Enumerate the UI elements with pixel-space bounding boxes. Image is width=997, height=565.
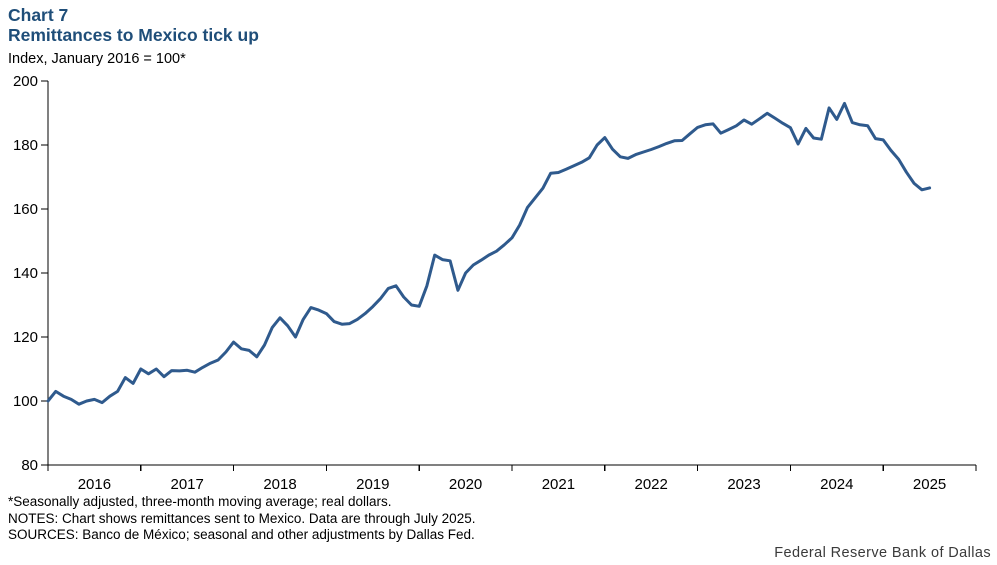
y-tick-label: 160	[13, 201, 38, 218]
x-axis: 2016 2017 2018 2019 2020 2021 2022 2023 2024 2025	[47, 465, 977, 493]
x-tick-label: 2023	[727, 476, 760, 493]
x-tick-label: 2024	[820, 476, 853, 493]
x-tick-label: 2025	[913, 476, 946, 493]
axis-unit-label: Index, January 2016 = 100*	[8, 51, 186, 67]
y-tick-label: 180	[13, 137, 38, 154]
x-tick-label: 2017	[171, 476, 204, 493]
x-tick-label: 2020	[449, 476, 482, 493]
x-tick-label: 2022	[635, 476, 668, 493]
y-tick-label: 120	[13, 329, 38, 346]
x-tick-label: 2019	[356, 476, 389, 493]
y-tick-label: 200	[13, 73, 38, 90]
remittances-line	[46, 101, 932, 406]
title-block: Chart 7 Remittances to Mexico tick up	[8, 5, 259, 45]
branding-text: Federal Reserve Bank of Dallas	[774, 545, 991, 561]
x-tick-label: 2016	[78, 476, 111, 493]
x-tick-label: 2021	[542, 476, 575, 493]
footnote-line: *Seasonally adjusted, three-month moving…	[8, 494, 392, 509]
y-axis: 80 100 120 140 160 180 200	[13, 73, 48, 474]
y-tick-label: 80	[21, 457, 38, 474]
axis-lines	[47, 81, 976, 466]
chart-title: Remittances to Mexico tick up	[8, 25, 259, 45]
footnotes-block: *Seasonally adjusted, three-month moving…	[8, 494, 475, 544]
axes	[47, 81, 976, 466]
y-tick-label: 140	[13, 265, 38, 282]
x-tick-label: 2018	[263, 476, 296, 493]
chart-number: Chart 7	[8, 5, 69, 25]
y-tick-label: 100	[13, 393, 38, 410]
notes-line: NOTES: Chart shows remittances sent to M…	[8, 510, 476, 526]
sources-line: SOURCES: Banco de México; seasonal and o…	[8, 527, 475, 542]
